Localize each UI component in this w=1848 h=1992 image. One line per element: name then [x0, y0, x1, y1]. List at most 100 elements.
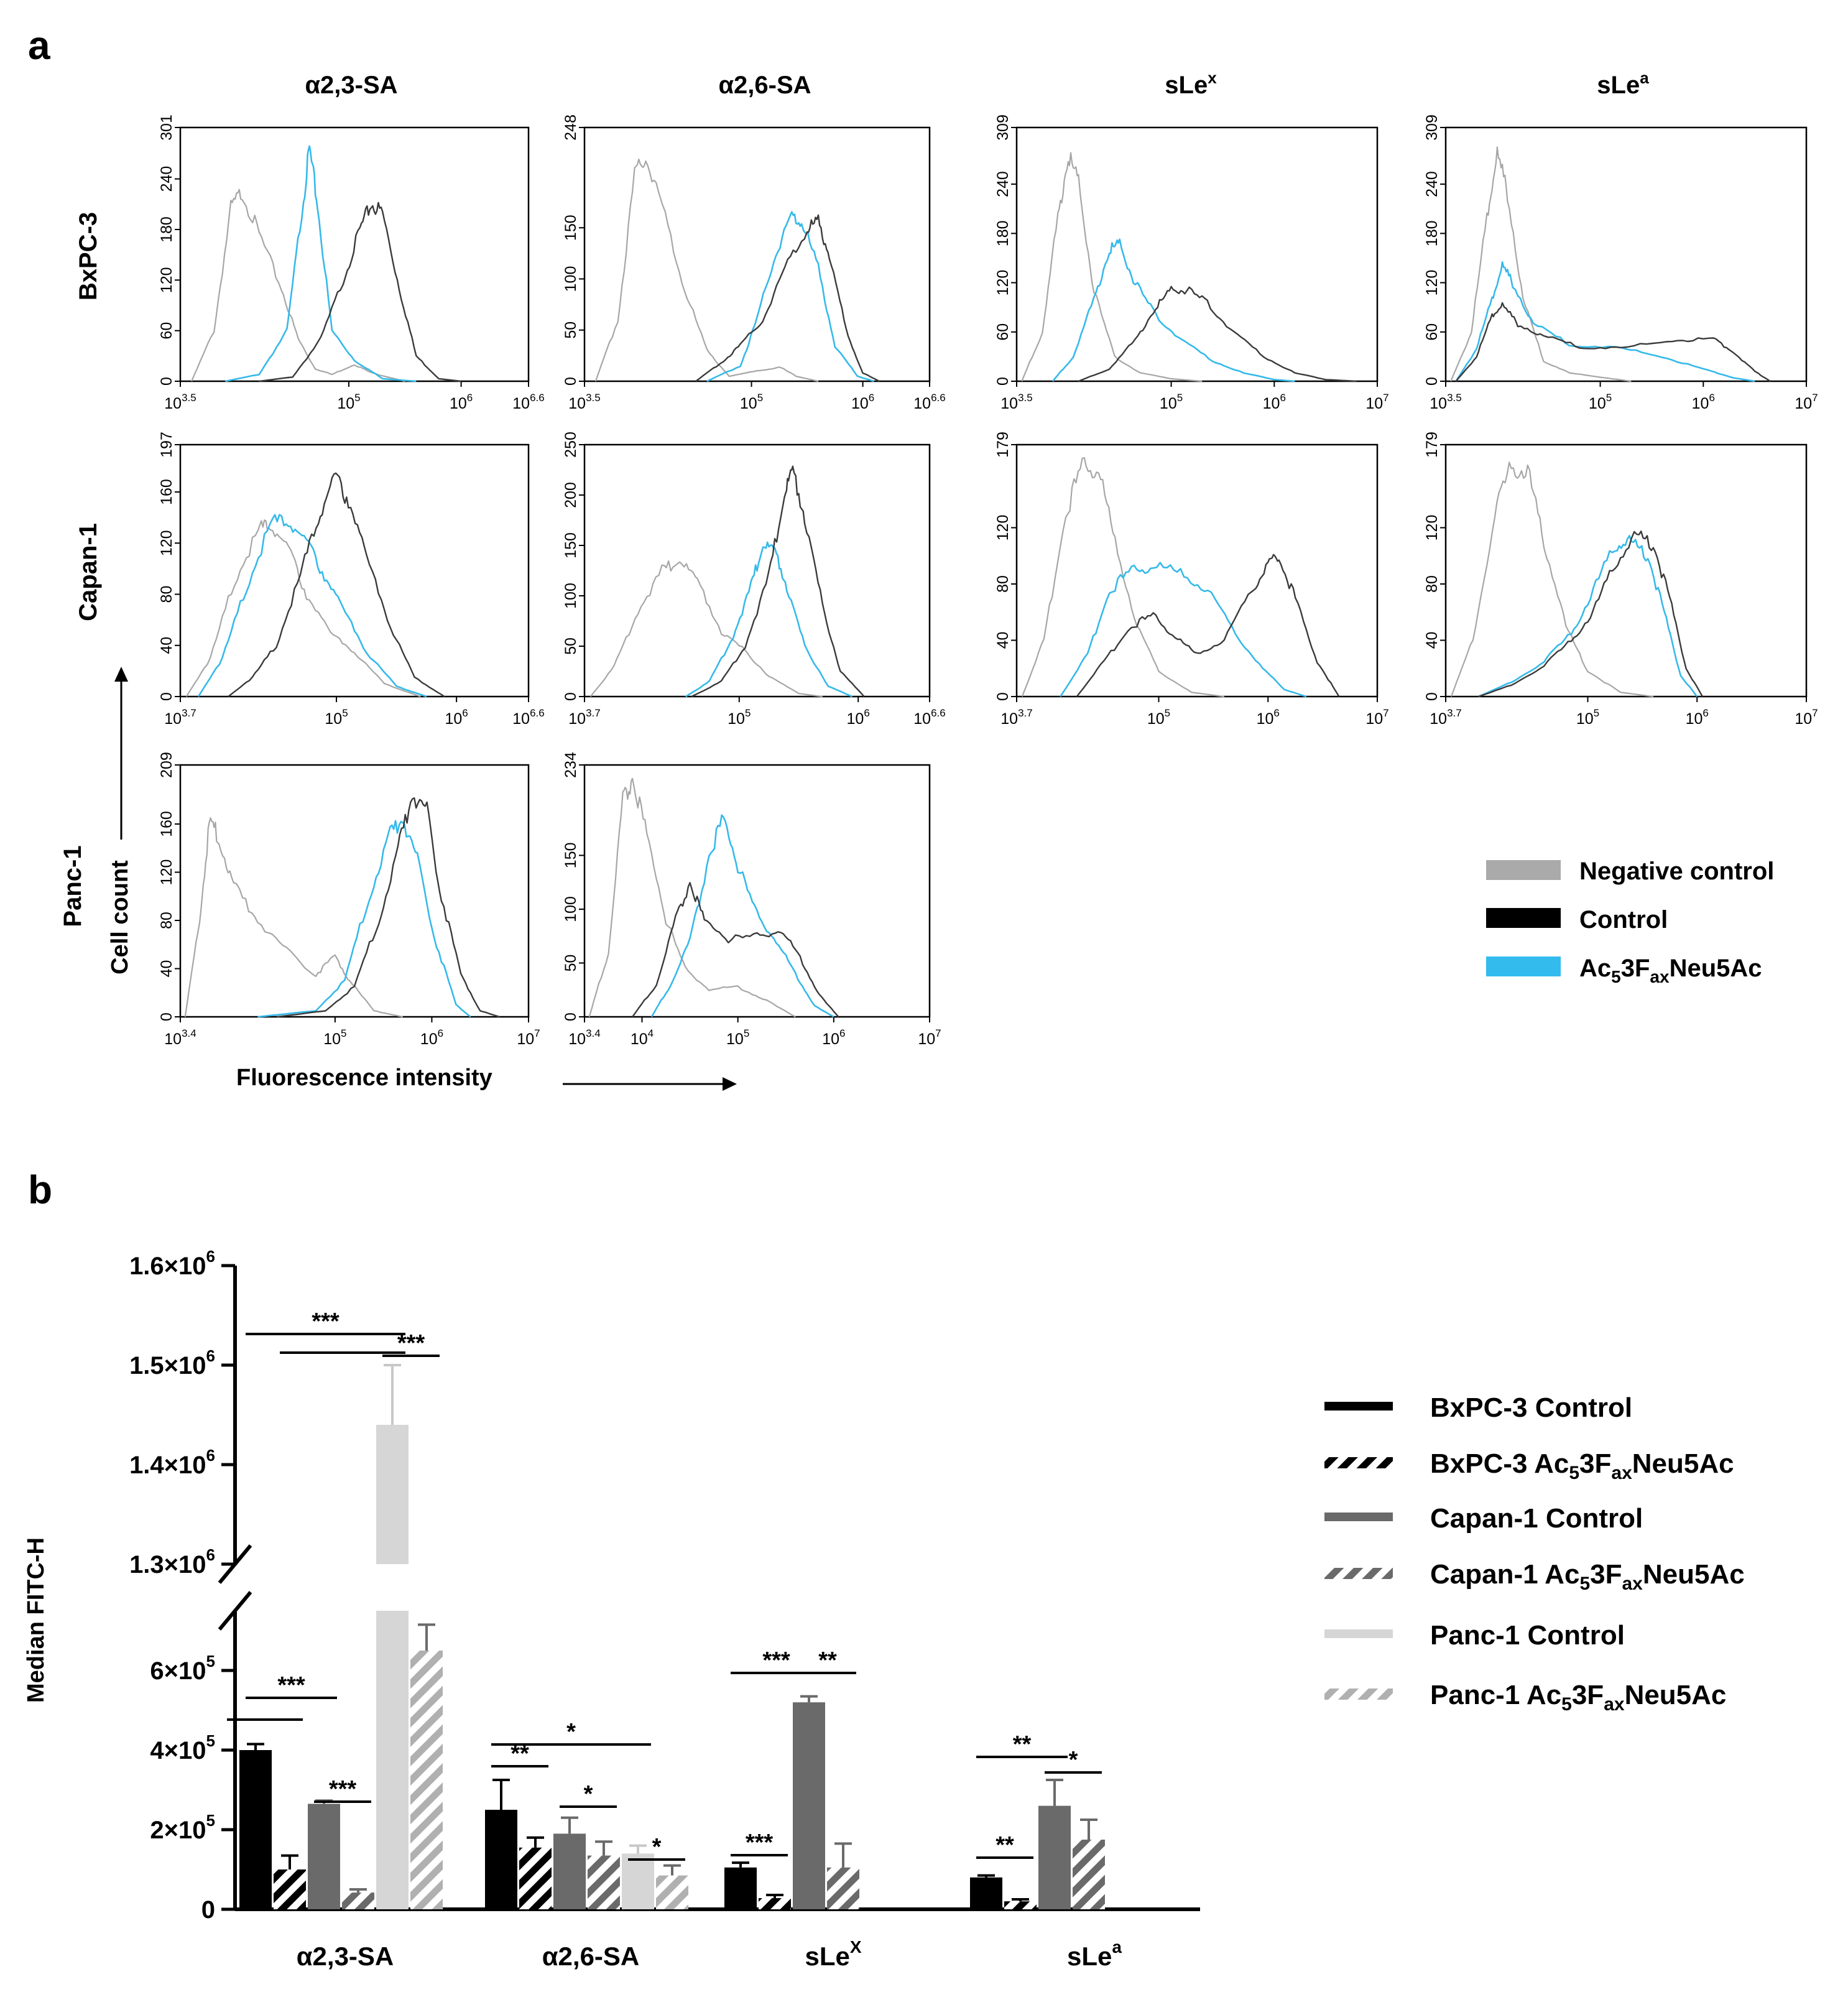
hist-y-tick-label: 301	[158, 114, 175, 141]
hist-curve-treated	[650, 814, 834, 1018]
hist-y-tick-label: 120	[158, 267, 175, 293]
bar-panc-1-control	[376, 1611, 409, 1909]
hist-x-tick-label: 106.6	[913, 392, 945, 412]
hist-curve-negative	[1021, 152, 1203, 382]
legend-label-control: Control	[1579, 906, 1668, 933]
y-tick-label: 6×105	[150, 1652, 215, 1685]
hist-y-tick-label: 180	[1423, 220, 1441, 246]
hist-y-tick-label: 80	[158, 586, 175, 603]
col-title-slea: sLea	[1597, 68, 1649, 99]
hist-curve-negative	[594, 159, 819, 382]
hist-curve-treated	[257, 820, 471, 1018]
hist-y-tick-label: 179	[994, 432, 1012, 458]
hist-x-tick-label: 105	[1576, 707, 1599, 728]
legend-swatch-bxpc3-treated	[1324, 1457, 1393, 1468]
hist-x-tick-label: 107	[918, 1027, 941, 1048]
hist-y-tick-label: 150	[562, 215, 580, 241]
legend-panc1-treated: Panc-1 Ac53FaxNeu5Ac	[1430, 1680, 1726, 1715]
hist-x-tick-label: 105	[1147, 707, 1170, 728]
hist-y-tick-label: 209	[158, 752, 175, 778]
hist-y-tick-label: 240	[158, 166, 175, 192]
hist-x-tick-label: 104	[631, 1027, 654, 1048]
panel-b-letter: b	[28, 1167, 52, 1212]
legend-swatch-panc1-treated	[1324, 1689, 1393, 1700]
hist-y-tick-label: 0	[994, 692, 1012, 701]
bar-capan-1-control	[553, 1833, 586, 1909]
legend-swatch-treated	[1486, 957, 1561, 976]
hist-x-tick-label: 107	[1795, 707, 1818, 728]
legend-label-negative-control: Negative control	[1579, 858, 1774, 885]
significance-label: *	[584, 1781, 593, 1807]
hist-curve-control	[277, 797, 500, 1018]
hist-y-tick-label: 40	[158, 960, 175, 978]
hist-x-tick-label: 103.7	[1000, 707, 1032, 728]
hist-x-tick-label: 105	[323, 1027, 346, 1048]
hist-y-tick-label: 160	[158, 479, 175, 505]
bar-bxpc-3-ac53faxneu5ac	[519, 1847, 552, 1909]
hist-y-tick-label: 50	[562, 637, 580, 655]
hist-curve-treated	[1051, 238, 1295, 382]
hist-x-tick-label: 103.7	[568, 707, 600, 728]
hist-curve-treated	[1478, 535, 1698, 698]
bar-bxpc-3-ac53faxneu5ac	[274, 1869, 306, 1909]
hist-y-tick-label: 250	[562, 432, 580, 458]
hist-curve-negative	[191, 188, 405, 382]
hist-curve-treated	[685, 541, 853, 698]
hist-y-tick-label: 180	[158, 216, 175, 243]
hist-curve-control	[228, 472, 445, 698]
hist-frame	[1015, 443, 1379, 698]
category-label: α2,3-SA	[297, 1942, 394, 1971]
hist-y-tick-label: 150	[562, 532, 580, 558]
hist-curve-negative	[185, 519, 421, 698]
significance-label: *	[566, 1719, 576, 1745]
legend-label-treated: Ac53FaxNeu5Ac	[1579, 955, 1762, 986]
category-label: sLea	[1067, 1937, 1122, 1971]
histogram-bxpc-3-2-3-sa: 0 60 120 180 240 301 103.5 105 106 106.6	[158, 114, 545, 412]
bar-capan-1-control	[308, 1804, 340, 1909]
histogram-bxpc-3-slea: 0 60 120 180 240 309 103.5 105 106 107	[1423, 114, 1818, 412]
hist-curve-treated	[706, 211, 874, 382]
significance-label: **	[511, 1741, 529, 1767]
hist-y-tick-label: 80	[994, 575, 1012, 593]
hist-y-tick-label: 309	[994, 114, 1012, 141]
bar-bxpc-3-ac53faxneu5ac	[759, 1898, 791, 1909]
hist-x-tick-label: 105	[337, 392, 360, 412]
hist-frame	[1444, 443, 1808, 698]
hist-x-tick-label: 106.6	[512, 392, 544, 412]
bar-bxpc-3-control	[724, 1867, 757, 1909]
histogram-panels: 0 60 120 180 240 301 103.5 105 106 106.6 0 50 100 150…	[158, 114, 1818, 1048]
bar-bxpc-3-ac53faxneu5ac	[1004, 1901, 1037, 1909]
hist-frame	[583, 764, 931, 1018]
hist-y-tick-label: 120	[1423, 515, 1441, 541]
legend-panc1-control: Panc-1 Control	[1430, 1620, 1625, 1651]
hist-curve-negative	[589, 560, 823, 698]
histogram-bxpc-3-slex: 0 60 120 180 240 309 103.5 105 106 107	[994, 114, 1389, 412]
hist-curve-negative	[1021, 457, 1225, 698]
hist-y-tick-label: 0	[562, 377, 580, 386]
significance-label: ***	[277, 1672, 305, 1698]
hist-x-tick-label: 105	[325, 707, 348, 728]
hist-y-tick-label: 40	[1423, 632, 1441, 649]
hist-x-tick-label: 107	[1365, 392, 1388, 412]
hist-x-tick-label: 106.6	[512, 707, 544, 728]
histogram-capan-1-slea: 0 40 80 120 179 103.7 105 106 107	[1423, 432, 1818, 728]
y-tick-label: 4×105	[150, 1731, 215, 1764]
bar-panc-1-ac53faxneu5ac	[410, 1651, 443, 1909]
hist-curve-control	[1455, 302, 1771, 382]
hist-curve-control	[632, 882, 839, 1017]
hist-y-tick-label: 100	[562, 583, 580, 609]
hist-y-tick-label: 180	[994, 220, 1012, 246]
hist-x-tick-label: 103.5	[568, 392, 600, 412]
hist-curve-control	[1076, 554, 1340, 697]
bar-capan-1-control	[1038, 1805, 1071, 1909]
hist-y-tick-label: 0	[562, 692, 580, 701]
hist-y-tick-label: 0	[158, 1012, 175, 1021]
hist-curve-negative	[184, 817, 404, 1018]
legend-swatch-negative-control	[1486, 860, 1561, 880]
hist-x-tick-label: 105	[740, 392, 763, 412]
bar-chart: 0 2×105 4×105 6×105 1.3×106 1.4×106 1.5×106 1.6…	[129, 1247, 1200, 1971]
hist-y-tick-label: 160	[158, 811, 175, 837]
y-tick-label: 1.5×106	[129, 1346, 215, 1379]
hist-frame	[179, 764, 530, 1018]
